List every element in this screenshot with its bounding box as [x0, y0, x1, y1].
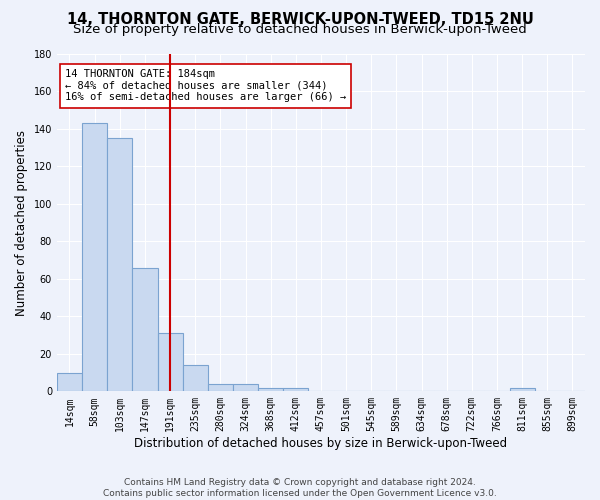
- Bar: [283, 388, 308, 392]
- Bar: [509, 388, 535, 392]
- Bar: [258, 388, 283, 392]
- X-axis label: Distribution of detached houses by size in Berwick-upon-Tweed: Distribution of detached houses by size …: [134, 437, 508, 450]
- Text: 14, THORNTON GATE, BERWICK-UPON-TWEED, TD15 2NU: 14, THORNTON GATE, BERWICK-UPON-TWEED, T…: [67, 12, 533, 28]
- Bar: [82, 124, 107, 392]
- Bar: [182, 365, 208, 392]
- Bar: [208, 384, 233, 392]
- Bar: [57, 372, 82, 392]
- Text: Size of property relative to detached houses in Berwick-upon-Tweed: Size of property relative to detached ho…: [73, 22, 527, 36]
- Text: Contains HM Land Registry data © Crown copyright and database right 2024.
Contai: Contains HM Land Registry data © Crown c…: [103, 478, 497, 498]
- Bar: [233, 384, 258, 392]
- Bar: [158, 333, 182, 392]
- Text: 14 THORNTON GATE: 184sqm
← 84% of detached houses are smaller (344)
16% of semi-: 14 THORNTON GATE: 184sqm ← 84% of detach…: [65, 69, 346, 102]
- Bar: [107, 138, 133, 392]
- Bar: [133, 268, 158, 392]
- Y-axis label: Number of detached properties: Number of detached properties: [15, 130, 28, 316]
